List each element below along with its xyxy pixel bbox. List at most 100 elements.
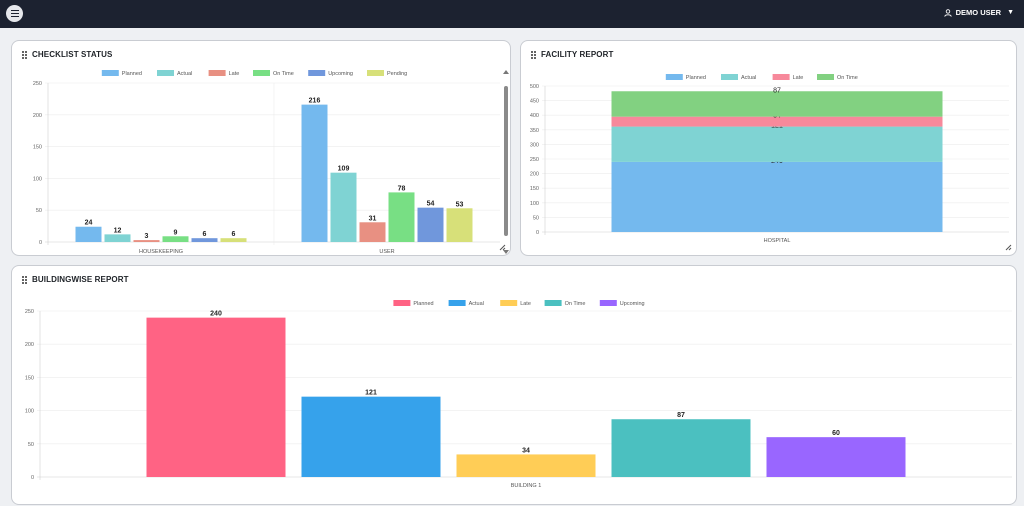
legend-label-pending: Pending: [387, 71, 407, 77]
legend-label-upcoming: Upcoming: [328, 71, 353, 77]
user-icon: [944, 8, 952, 17]
y-tick-label: 250: [530, 157, 539, 163]
legend-label-on-time: On Time: [565, 301, 586, 307]
legend-label-actual: Actual: [177, 71, 192, 77]
bar-on-time-hospital: [611, 91, 943, 117]
buildingwise-report-panel: BUILDINGWISE REPORT Planned Actual Late On …: [11, 265, 1017, 505]
data-label: 3: [145, 233, 149, 240]
data-label: 121: [365, 390, 377, 397]
y-tick-label: 200: [530, 172, 539, 178]
data-label: 34: [522, 447, 530, 454]
legend-label-late: Late: [793, 75, 804, 81]
bar-planned-hospital: [611, 161, 943, 232]
bar-on-time-housekeeping: [162, 236, 189, 242]
legend-swatch-planned: [665, 74, 683, 80]
y-tick-label: 0: [536, 230, 539, 236]
legend-label-actual: Actual: [741, 75, 756, 81]
resize-handle-icon[interactable]: [499, 244, 506, 251]
facility-report-panel: FACILITY REPORT Planned Actual Late On Time…: [520, 40, 1017, 256]
legend-swatch-late: [500, 300, 518, 306]
y-tick-label: 50: [36, 208, 42, 214]
y-tick-label: 100: [33, 176, 42, 182]
legend-label-on-time: On Time: [837, 75, 858, 81]
legend-swatch-upcoming: [599, 300, 617, 306]
legend-swatch-on-time: [253, 70, 270, 76]
data-label: 54: [427, 201, 435, 208]
bar-actual-user: [330, 172, 357, 242]
panel-title: BUILDINGWISE REPORT: [32, 275, 129, 284]
checklist-status-chart: Planned Actual Late On Time Upcoming Pending 0…: [33, 70, 500, 255]
bar-planned-user: [301, 104, 328, 243]
drag-handle-icon[interactable]: [531, 50, 536, 59]
bar-actual-housekeeping: [104, 234, 131, 242]
data-label: 87: [773, 87, 781, 94]
y-tick-label: 150: [530, 186, 539, 192]
facility-report-chart: Planned Actual Late On Time 0 50 100 150 200 250 3…: [530, 74, 1009, 244]
y-tick-label: 450: [530, 99, 539, 105]
data-label: 109: [338, 166, 350, 173]
data-label: 53: [456, 201, 464, 208]
legend-label-late: Late: [229, 71, 240, 77]
y-tick-label: 250: [25, 309, 34, 315]
bar-pending-user: [446, 208, 473, 242]
y-tick-label: 150: [33, 145, 42, 151]
x-tick-label: BUILDING 1: [511, 483, 542, 489]
user-name: DEMO USER: [955, 8, 1002, 17]
x-tick-label: USER: [379, 249, 394, 255]
user-menu[interactable]: DEMO USER ▼: [944, 8, 1014, 17]
data-label: 31: [369, 215, 377, 222]
bar-upcoming-building-1: [766, 437, 906, 477]
x-tick-label: HOSPITAL: [764, 238, 791, 244]
y-tick-label: 0: [31, 475, 34, 481]
drag-handle-icon[interactable]: [22, 50, 27, 59]
buildingwise-report-chart: Planned Actual Late On Time Upcoming 0 50 100 15…: [25, 300, 1012, 489]
data-label: 78: [398, 185, 406, 192]
bar-upcoming-user: [417, 207, 444, 242]
legend-swatch-late: [772, 74, 790, 80]
drag-handle-icon[interactable]: [22, 275, 27, 284]
legend-swatch-actual: [157, 70, 174, 76]
y-tick-label: 400: [530, 113, 539, 119]
legend-swatch-planned: [393, 300, 411, 306]
caret-down-icon: ▼: [1007, 9, 1014, 16]
resize-handle-icon[interactable]: [1005, 244, 1012, 251]
y-tick-label: 200: [25, 342, 34, 348]
bar-pending-housekeeping: [220, 238, 247, 242]
y-tick-label: 100: [25, 409, 34, 415]
data-label: 12: [114, 227, 122, 234]
panel-title: CHECKLIST STATUS: [32, 50, 113, 59]
data-label: 6: [203, 231, 207, 238]
y-tick-label: 350: [530, 128, 539, 134]
bar-on-time-building-1: [611, 419, 751, 477]
panel-title: FACILITY REPORT: [541, 50, 614, 59]
y-tick-label: 500: [530, 84, 539, 90]
panel-header: BUILDINGWISE REPORT: [22, 275, 129, 284]
data-label: 6: [232, 231, 236, 238]
hamburger-menu-icon[interactable]: [6, 5, 23, 22]
bar-late-hospital: [611, 116, 943, 127]
bar-upcoming-housekeeping: [191, 238, 218, 242]
legend-swatch-upcoming: [308, 70, 326, 76]
legend-label-on-time: On Time: [273, 71, 294, 77]
legend-swatch-late: [208, 70, 226, 76]
bar-late-building-1: [456, 454, 596, 477]
y-tick-label: 200: [33, 113, 42, 119]
bar-late-housekeeping: [133, 240, 160, 242]
panel-header: CHECKLIST STATUS: [22, 50, 112, 59]
vertical-scrollbar[interactable]: [502, 68, 510, 256]
data-label: 240: [210, 311, 222, 318]
data-label: 216: [309, 98, 321, 105]
panel-header: FACILITY REPORT: [531, 50, 613, 59]
top-navbar: DEMO USER ▼: [0, 0, 1024, 28]
legend-swatch-on-time: [544, 300, 562, 306]
y-tick-label: 150: [25, 375, 34, 381]
bar-on-time-user: [388, 192, 415, 242]
legend-label-late: Late: [520, 301, 531, 307]
y-tick-label: 0: [39, 240, 42, 246]
data-label: 87: [677, 412, 685, 419]
y-tick-label: 50: [533, 215, 539, 221]
data-label: 9: [174, 229, 178, 236]
legend-swatch-planned: [101, 70, 119, 76]
legend-label-upcoming: Upcoming: [620, 301, 645, 307]
bar-planned-housekeeping: [75, 226, 102, 242]
